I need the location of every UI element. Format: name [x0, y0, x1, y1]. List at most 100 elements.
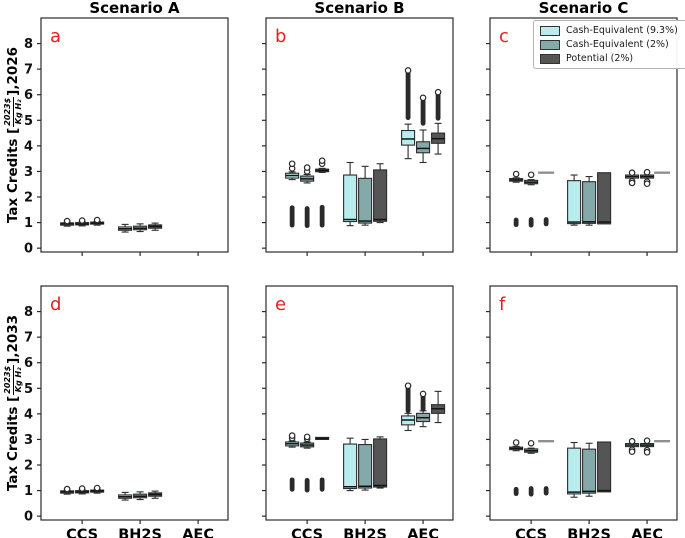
box-BH2S-s2 — [358, 165, 373, 226]
legend-item: Cash-Equivalent (9.3%) — [540, 25, 678, 36]
y-tick-label: 6 — [24, 88, 33, 103]
box-CCS-s1 — [509, 170, 524, 228]
box-BH2S-s2 — [358, 438, 373, 491]
panel-letter: d — [50, 294, 61, 315]
y-tick-label: 0 — [24, 510, 33, 525]
y-tick-label: 1 — [24, 216, 33, 231]
y-label-fraction: 2023$ Kg H₂ — [3, 96, 23, 127]
box-CCS-s2 — [524, 171, 539, 228]
box-CCS-s2 — [75, 217, 90, 227]
panel-a: 0 1 2 3 4 5 6 7 8 Scenario A a — [24, 0, 229, 257]
box-AEC-s1 — [401, 67, 416, 160]
box-BH2S-s3 — [597, 172, 612, 225]
box-BH2S-s1 — [118, 223, 133, 233]
x-tick-label: CCS — [291, 527, 323, 538]
box-CCS-s1 — [60, 217, 75, 227]
y-tick-label: 5 — [24, 382, 33, 397]
legend-swatch-icon — [540, 53, 560, 64]
box-BH2S-s3 — [148, 222, 163, 231]
legend-item: Potential (2%) — [540, 53, 678, 64]
panel-b: Scenario B b — [262, 0, 454, 256]
box-BH2S-s3 — [373, 163, 388, 224]
box-AEC-s2 — [416, 390, 431, 428]
x-tick-label: AEC — [631, 527, 663, 538]
x-tick-label: CCS — [66, 527, 98, 538]
box-AEC-s3 — [431, 390, 446, 424]
panel-letter: b — [275, 26, 286, 47]
legend-item: Cash-Equivalent (2%) — [540, 39, 678, 50]
x-tick-label: BH2S — [118, 527, 162, 538]
box-CCS-s2 — [75, 485, 90, 495]
y-tick-label: 6 — [24, 356, 33, 371]
y-tick-label: 8 — [24, 37, 33, 52]
box-AEC-s2 — [640, 437, 655, 456]
box-BH2S-s3 — [373, 436, 388, 489]
legend: Cash-Equivalent (9.3%) Cash-Equivalent (2… — [533, 20, 685, 69]
y-tick-label: 2 — [24, 459, 33, 474]
y-tick-label: 5 — [24, 114, 33, 129]
panel-d: 0 1 2 3 4 5 6 7 8 CCS BH2S AEC d — [24, 285, 229, 538]
box-CCS-s1 — [285, 160, 300, 228]
y-tick-label: 7 — [24, 63, 33, 78]
box-CCS-s3 — [315, 157, 330, 228]
legend-swatch-icon — [540, 39, 560, 50]
panel-f: CCS BH2S AEC f — [486, 285, 678, 538]
box-CCS-s2 — [300, 164, 315, 229]
box-BH2S-s1 — [343, 437, 358, 492]
box-BH2S-s1 — [118, 491, 133, 501]
y-tick-label: 0 — [24, 242, 33, 257]
legend-label: Potential (2%) — [566, 53, 634, 64]
box-BH2S-s2 — [133, 223, 148, 233]
panel-letter: f — [499, 294, 506, 315]
box-CCS-s1 — [509, 439, 524, 497]
y-tick-label: 4 — [24, 407, 33, 422]
y-axis-label-2033: Tax Credits [2023$ Kg H₂],2033 — [2, 286, 24, 520]
box-AEC-s3 — [431, 88, 446, 155]
box-BH2S-s2 — [582, 442, 597, 497]
box-CCS-s3 — [538, 440, 555, 496]
box-CCS-s3 — [90, 216, 105, 226]
x-tick-label: AEC — [407, 527, 439, 538]
box-BH2S-s1 — [343, 161, 358, 227]
box-CCS-s1 — [285, 432, 300, 492]
x-tick-label: AEC — [182, 527, 214, 538]
legend-swatch-icon — [540, 25, 560, 36]
y-tick-label: 8 — [24, 305, 33, 320]
subplot-title: Scenario C — [539, 0, 629, 17]
y-axis-label-2026: Tax Credits [2023$ Kg H₂],2026 — [2, 18, 24, 252]
box-CCS-s3 — [315, 436, 330, 492]
y-tick-label: 4 — [24, 139, 33, 154]
subplot-title: Scenario A — [89, 0, 180, 17]
panel-letter: e — [275, 294, 286, 315]
x-tick-label: BH2S — [567, 527, 611, 538]
x-tick-label: CCS — [515, 527, 547, 538]
box-BH2S-s3 — [148, 490, 163, 499]
x-tick-label: BH2S — [343, 527, 387, 538]
y-tick-label: 1 — [24, 484, 33, 499]
legend-label: Cash-Equivalent (2%) — [566, 39, 669, 50]
box-AEC-s2 — [640, 168, 655, 188]
box-AEC-s2 — [416, 94, 431, 164]
box-BH2S-s3 — [597, 441, 612, 493]
y-tick-label: 3 — [24, 165, 33, 180]
y-label-prefix: Tax Credits [ — [5, 127, 21, 224]
box-BH2S-s2 — [582, 176, 597, 226]
box-CCS-s3 — [90, 484, 105, 494]
panel-e: CCS BH2S AEC e — [262, 285, 454, 538]
box-CCS-s3 — [538, 171, 555, 227]
y-label-fraction: 2023$ Kg H₂ — [3, 364, 23, 395]
y-label-suffix: ],2033 — [5, 314, 21, 364]
panel-letter: a — [50, 26, 61, 47]
box-AEC-s1 — [625, 437, 640, 456]
box-AEC-s1 — [401, 382, 416, 432]
y-label-prefix: Tax Credits [ — [5, 395, 21, 492]
box-AEC-s1 — [625, 169, 640, 187]
legend-label: Cash-Equivalent (9.3%) — [566, 25, 678, 36]
box-BH2S-s1 — [567, 441, 582, 498]
y-tick-label: 2 — [24, 191, 33, 206]
box-BH2S-s1 — [567, 174, 582, 226]
box-CCS-s2 — [300, 433, 315, 493]
box-CCS-s2 — [524, 439, 539, 497]
